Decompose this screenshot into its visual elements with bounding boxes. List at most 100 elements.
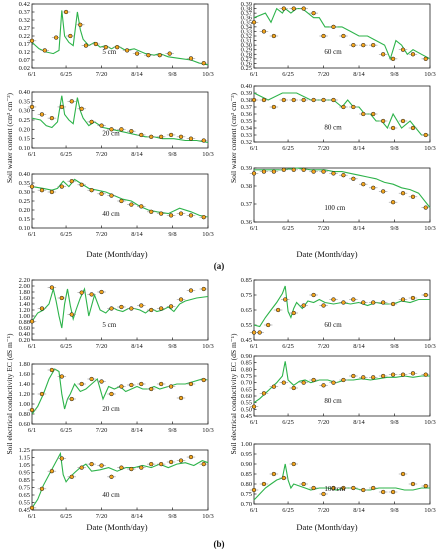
observed-point [119,384,124,389]
observed-point [371,42,376,48]
y-tick-label: 0.36 [241,111,253,118]
x-tick-label: 9/8 [168,427,176,434]
observed-point [251,97,257,103]
y-tick-label: 0.45 [19,507,30,514]
depth-label: 60 cm [324,48,342,56]
observed-point [321,33,326,39]
observed-point [381,489,386,495]
observed-point [390,125,396,131]
y-tick-label: 0.85 [241,360,252,367]
y-tick-label: 0.38 [241,97,252,104]
observed-point [281,6,286,11]
simulated-line [31,368,209,415]
observed-point [410,371,416,376]
observed-point [99,123,104,128]
observed-point [49,367,55,373]
observed-point [178,134,184,139]
y-tick-label: 0.07 [19,57,31,64]
observed-point [283,297,288,302]
x-tick-label: 7/20 [96,151,108,158]
y-tick-label: 0.25 [241,65,252,72]
x-tick-label: 6/25 [60,151,72,158]
observed-point [423,205,428,210]
y-tick-label: 0.27 [19,25,31,32]
observed-point [321,169,326,174]
x-tick-label: 6/25 [60,231,72,238]
observed-point [79,182,84,187]
observed-point [119,127,124,132]
depth-label: 60 cm [324,321,342,329]
observed-point [331,171,336,176]
y-tick-label: 0.38 [241,6,252,13]
y-tick-label: 0.32 [241,139,252,146]
observed-point [188,381,194,387]
xlabel-a-right: Date (Month/day) [296,249,357,259]
x-tick-label: 7/20 [318,343,330,350]
x-tick-label: 6/25 [282,507,294,514]
observed-point [188,454,194,460]
y-tick-label: 0.34 [241,125,253,132]
observed-point [281,380,286,385]
observed-point [139,132,144,138]
observed-point [93,41,99,47]
y-tick-label: 0.37 [19,9,31,16]
observed-point [59,295,64,301]
observed-point [301,167,306,172]
observed-point [410,481,416,487]
observed-point [423,132,428,138]
observed-point [79,381,84,387]
y-tick-label: 0.39 [241,165,252,172]
observed-point [119,465,124,470]
observed-point [423,483,428,489]
observed-point [341,173,346,178]
observed-point [261,169,267,174]
x-tick-label: 9/8 [390,419,398,426]
y-tick-label: 0.85 [241,471,252,478]
y-tick-label: 0.95 [19,470,30,477]
x-tick-label: 6/25 [282,419,294,426]
observed-point [311,97,316,103]
observed-point [119,198,124,204]
observed-point [139,381,144,387]
observed-point [281,475,286,481]
y-tick-label: 0.35 [19,180,30,187]
observed-point [178,211,184,216]
observed-point [410,52,416,57]
observed-point [301,481,306,487]
observed-point [251,171,257,176]
observed-point [301,6,306,11]
observed-point [159,134,164,139]
observed-point [201,138,206,143]
x-tick-label: 7/20 [96,231,108,238]
chart-a-80cm: 0.320.330.340.350.360.370.380.390.40 6/1 6… [241,83,436,152]
y-tick-label: 0.39 [241,1,252,8]
observed-point [139,204,144,209]
observed-point [79,465,84,470]
y-tick-label: 0.65 [19,492,30,499]
observed-point [341,104,346,110]
observed-point [89,119,94,125]
simulated-line [253,361,430,404]
observed-point [291,97,296,103]
x-tick-label: 6/1 [28,231,36,238]
observed-point [301,380,306,385]
observed-point [139,465,144,470]
observed-point [201,61,206,66]
x-tick-label: 7/20 [318,145,330,152]
chart-a-5cm: 0.020.070.120.170.220.270.320.370.42 6/1 6… [19,1,214,78]
x-tick-label: 7/20 [96,427,108,434]
x-tick-label: 6/25 [282,71,294,78]
observed-point [331,97,336,103]
observed-point [49,115,55,121]
observed-point [167,51,172,56]
x-tick-label: 6/25 [60,71,72,78]
observed-point [390,200,396,205]
observed-point [261,391,267,396]
observed-point [423,56,428,62]
observed-point [39,112,45,117]
observed-point [381,52,386,57]
x-tick-label: 6/1 [250,71,258,78]
observed-point [275,307,281,313]
observed-point [381,300,386,305]
